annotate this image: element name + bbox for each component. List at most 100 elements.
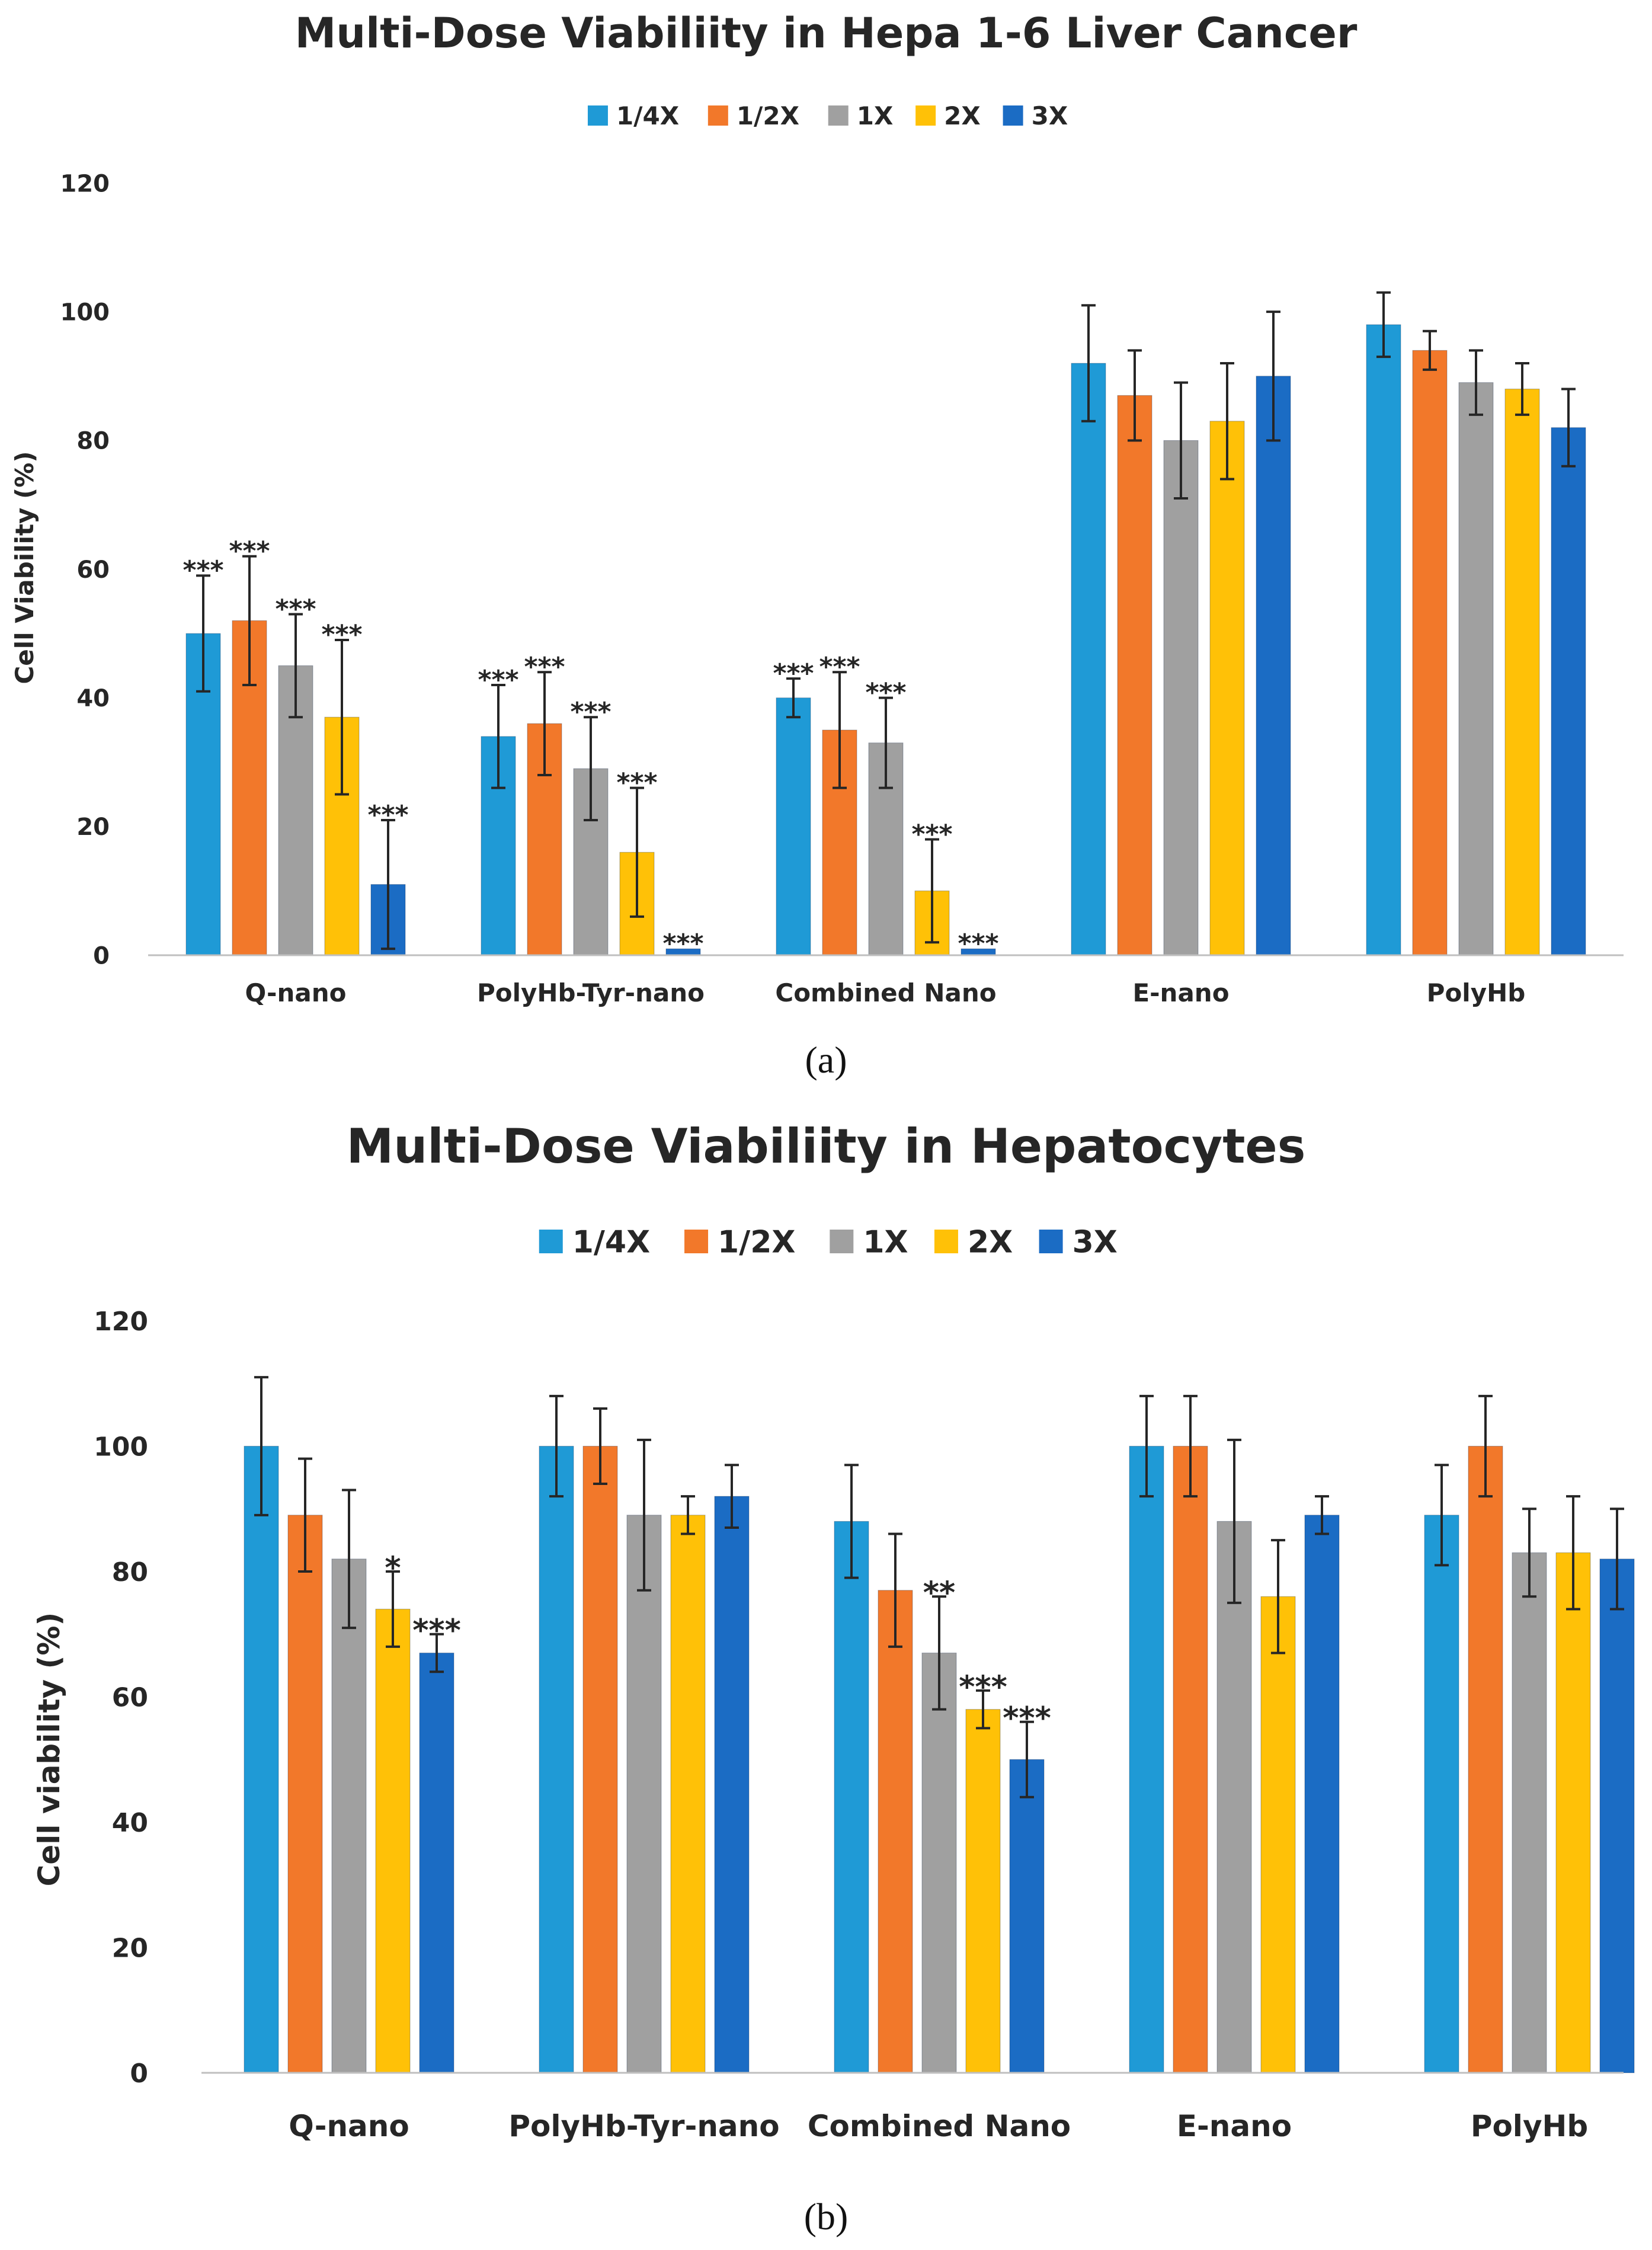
legend-label: 1/2X <box>718 1225 795 1260</box>
bar-e-nano-3x <box>1304 1515 1340 2073</box>
error-bar-combined-nano-1-2x <box>888 1532 902 1648</box>
error-bar-e-nano-1x <box>1174 381 1188 500</box>
error-bar-combined-nano-1x <box>932 1595 946 1711</box>
legend-label: 1/4X <box>616 101 679 130</box>
legend-label: 2X <box>944 101 981 130</box>
y-tick-label: 100 <box>94 1432 148 1462</box>
bar-combined-nano-1x <box>921 1652 957 2073</box>
error-bar-q-nano-3x <box>381 818 395 950</box>
significance-mark: *** <box>275 594 316 624</box>
bar-polyhb-1x <box>1458 382 1494 956</box>
bar-q-nano-1-2x <box>287 1515 323 2073</box>
bar-combined-nano-1-4x <box>776 697 811 956</box>
bar-polyhb-tyr-nano-1x <box>626 1515 662 2073</box>
panel-label-a: (a) <box>805 1039 847 1081</box>
error-bar-polyhb-tyr-nano-1-2x <box>537 671 552 776</box>
bar-e-nano-2x <box>1260 1596 1296 2073</box>
bar-polyhb-1-2x <box>1468 1446 1503 2073</box>
error-bar-q-nano-2x <box>335 638 349 796</box>
bar-polyhb-tyr-nano-3x <box>714 1496 750 2073</box>
legend-swatch <box>1039 1230 1063 1253</box>
chart-title-a: Multi-Dose Viabiliity in Hepa 1-6 Liver … <box>295 9 1358 57</box>
legend-swatch <box>684 1230 709 1253</box>
error-bar-polyhb-1-4x <box>1376 291 1391 359</box>
significance-mark: *** <box>616 767 657 798</box>
error-bar-polyhb-3x <box>1561 388 1576 468</box>
bar-combined-nano-1-4x <box>834 1521 869 2073</box>
legend-label: 3X <box>1032 101 1068 130</box>
significance-mark: *** <box>911 819 952 849</box>
y-tick-label: 120 <box>60 170 110 197</box>
significance-mark: ** <box>923 1576 955 1611</box>
significance-mark: *** <box>773 658 814 689</box>
y-tick-label: 40 <box>112 1808 148 1838</box>
x-category-label-polyhb-tyr-nano: PolyHb-Tyr-nano <box>508 2109 779 2143</box>
error-bar-q-nano-1-4x <box>254 1376 268 1516</box>
significance-mark: *** <box>662 929 703 959</box>
error-bar-polyhb-tyr-nano-1-4x <box>491 683 505 789</box>
legend-label: 1/4X <box>572 1225 650 1260</box>
bar-polyhb-3x <box>1551 427 1586 956</box>
legend-item-2x: 2X <box>934 1225 1013 1260</box>
bar-polyhb-tyr-nano-1-4x <box>539 1446 574 2073</box>
bar-e-nano-2x <box>1209 421 1245 956</box>
error-bar-e-nano-1x <box>1227 1438 1241 1604</box>
significance-mark: *** <box>478 665 518 695</box>
y-axis-label-b: Cell viability (%) <box>32 1612 66 1887</box>
x-category-label-combined-nano: Combined Nano <box>775 978 996 1007</box>
error-bar-e-nano-3x <box>1315 1495 1329 1535</box>
legend-b: 1/4X 1/2X 1X 2X 3X <box>539 1225 1118 1260</box>
significance-mark: *** <box>958 929 998 959</box>
error-bar-polyhb-tyr-nano-2x <box>681 1495 695 1535</box>
bar-q-nano-1-4x <box>244 1446 279 2073</box>
error-bar-polyhb-3x <box>1610 1508 1624 1611</box>
y-tick-label: 0 <box>130 2059 148 2089</box>
significance-mark: *** <box>959 1669 1007 1705</box>
bar-polyhb-tyr-nano-2x <box>670 1515 706 2073</box>
legend-label: 3X <box>1072 1225 1118 1260</box>
x-category-label-e-nano: E-nano <box>1177 2109 1292 2143</box>
error-bar-q-nano-1x <box>342 1489 356 1630</box>
legend-swatch <box>830 1230 854 1253</box>
error-bar-e-nano-1-4x <box>1081 304 1096 423</box>
error-bar-polyhb-1x <box>1522 1508 1536 1598</box>
significance-mark: *** <box>229 536 270 566</box>
bar-polyhb-tyr-nano-1-2x <box>582 1446 618 2073</box>
legend-item-2x: 2X <box>915 101 981 130</box>
legend-swatch <box>539 1230 563 1253</box>
bar-e-nano-1-2x <box>1173 1446 1208 2073</box>
bar-q-nano-3x <box>419 1652 454 2073</box>
bar-e-nano-3x <box>1256 376 1291 956</box>
x-category-label-e-nano: E-nano <box>1132 978 1229 1007</box>
error-bar-combined-nano-1-4x <box>844 1464 859 1579</box>
legend-item-3x: 3X <box>1003 101 1068 130</box>
legend-item-1-4x: 1/4X <box>587 101 679 130</box>
bar-polyhb-1-4x <box>1366 324 1401 956</box>
significance-mark: *** <box>412 1613 461 1649</box>
error-bar-polyhb-1-4x <box>1435 1464 1449 1567</box>
bar-polyhb-2x <box>1555 1552 1591 2073</box>
chart-panel-a: Multi-Dose Viabiliity in Hepa 1-6 Liver … <box>10 9 1624 1081</box>
legend-swatch <box>915 105 936 126</box>
error-bar-polyhb-1-2x <box>1423 329 1437 371</box>
significance-mark: * <box>385 1550 401 1586</box>
significance-mark: *** <box>183 555 223 585</box>
significance-mark: *** <box>367 800 408 830</box>
error-bar-combined-nano-1-2x <box>833 671 847 789</box>
legend-swatch <box>1003 105 1023 126</box>
error-bar-q-nano-2x <box>386 1570 400 1648</box>
error-bar-polyhb-1-2x <box>1478 1394 1493 1498</box>
x-category-label-polyhb-tyr-nano: PolyHb-Tyr-nano <box>477 978 705 1007</box>
x-category-label-polyhb: PolyHb <box>1427 978 1526 1007</box>
bar-e-nano-1x <box>1216 1521 1252 2073</box>
error-bar-e-nano-3x <box>1266 311 1280 442</box>
significance-mark: *** <box>1003 1701 1051 1736</box>
error-bar-polyhb-2x <box>1566 1495 1580 1611</box>
legend-swatch <box>828 105 849 126</box>
y-tick-label: 120 <box>94 1307 148 1337</box>
bar-e-nano-1-2x <box>1117 395 1152 956</box>
y-tick-label: 60 <box>112 1682 148 1713</box>
legend-swatch <box>934 1230 958 1253</box>
